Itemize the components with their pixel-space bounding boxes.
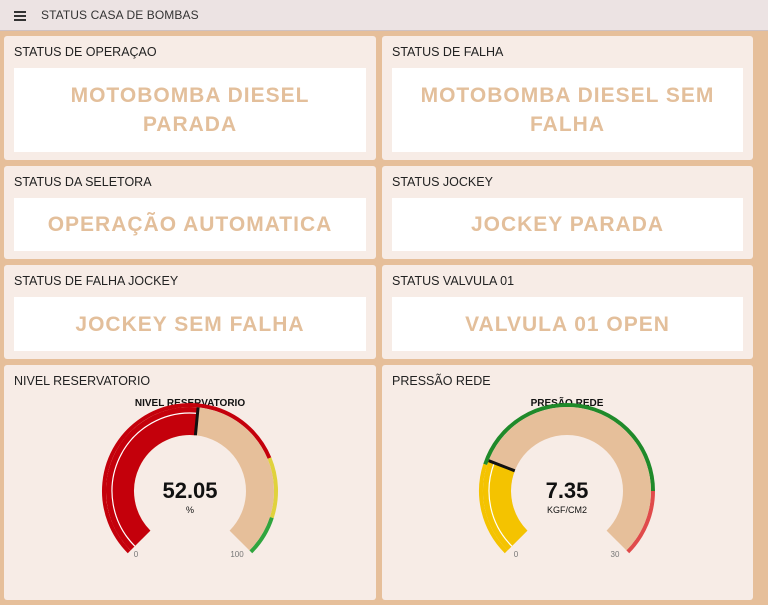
status-value: VALVULA 01 OPEN — [465, 312, 670, 336]
status-display: MOTOBOMBA DIESEL SEM FALHA — [392, 68, 743, 152]
gauge-unit: KGF/CM2 — [547, 505, 587, 515]
top-app-bar: STATUS CASA DE BOMBAS — [0, 0, 768, 31]
gauge-zone — [267, 457, 278, 519]
gauge-min-label: 0 — [514, 550, 519, 559]
card-status-falha: STATUS DE FALHA MOTOBOMBA DIESEL SEM FAL… — [382, 36, 753, 160]
gauge-zone — [101, 403, 272, 554]
card-title: STATUS DA SELETORA — [14, 175, 152, 189]
status-display: JOCKEY PARADA — [392, 198, 743, 251]
gauge-zones — [101, 403, 278, 554]
gauge-unit: % — [186, 505, 194, 515]
gauge-max-label: 30 — [611, 550, 620, 559]
status-value: OPERAÇÃO AUTOMATICA — [47, 213, 333, 236]
gauge-fill-highlight — [111, 412, 198, 547]
page-title: STATUS CASA DE BOMBAS — [41, 8, 199, 22]
card-title: PRESSÃO REDE — [392, 374, 491, 388]
card-title: NIVEL RESERVATORIO — [14, 374, 151, 388]
gauge-value: 52.05 — [162, 478, 217, 503]
card-status-seletora: STATUS DA SELETORA OPERAÇÃO AUTOMATICA — [4, 166, 376, 259]
gauge-zones — [479, 403, 655, 554]
card-pressao-rede: PRESSÃO REDE PRESÃO REDE 7.35 KGF/CM2 0 … — [382, 365, 753, 600]
gauge-zone — [479, 463, 508, 554]
gauge-value: 7.35 — [546, 478, 589, 503]
gauge-fill — [483, 460, 528, 551]
status-value: JOCKEY SEM FALHA — [75, 312, 305, 336]
status-display: JOCKEY SEM FALHA — [14, 297, 366, 351]
card-nivel-reservatorio: NIVEL RESERVATORIO NIVEL RESERVATORIO 52… — [4, 365, 376, 600]
gauge-needle — [488, 459, 516, 473]
card-title: STATUS VALVULA 01 — [392, 274, 515, 288]
card-status-jockey: STATUS JOCKEY JOCKEY PARADA — [382, 166, 753, 259]
gauge-zone — [249, 516, 274, 554]
card-status-valvula: STATUS VALVULA 01 VALVULA 01 OPEN — [382, 265, 753, 359]
gauge-arcs — [483, 407, 651, 551]
status-value: JOCKEY PARADA — [470, 213, 665, 236]
card-title: STATUS DE FALHA — [392, 45, 504, 59]
card-status-falha-jockey: STATUS DE FALHA JOCKEY JOCKEY SEM FALHA — [4, 265, 376, 359]
status-value: MOTOBOMBA DIESEL PARADA — [70, 84, 310, 136]
gauge-nivel-reservatorio: NIVEL RESERVATORIO 52.05 % 0 100 — [101, 398, 278, 559]
gauge-arcs — [106, 407, 274, 551]
status-display: VALVULA 01 OPEN — [392, 297, 743, 351]
gauge-needle — [193, 407, 200, 436]
card-title: STATUS DE OPERAÇAO — [14, 45, 157, 59]
card-title: STATUS DE FALHA JOCKEY — [14, 274, 179, 288]
gauge-fill — [106, 407, 199, 551]
status-display: MOTOBOMBA DIESEL PARADA — [14, 68, 366, 152]
card-title: STATUS JOCKEY — [392, 175, 493, 189]
hamburger-menu-icon — [14, 10, 26, 21]
menu-button[interactable] — [6, 0, 34, 31]
gauge-min-label: 0 — [134, 550, 139, 559]
gauge-zone — [626, 490, 655, 554]
status-display: OPERAÇÃO AUTOMATICA — [14, 198, 366, 251]
gauge-fill-highlight — [488, 462, 513, 547]
gauge-pressao-rede: PRESÃO REDE 7.35 KGF/CM2 0 30 — [479, 396, 655, 559]
gauge-max-label: 100 — [230, 550, 244, 559]
status-value: MOTOBOMBA DIESEL SEM FALHA — [420, 84, 715, 136]
card-status-operacao: STATUS DE OPERAÇAO MOTOBOMBA DIESEL PARA… — [4, 36, 376, 160]
gauge-zone — [483, 403, 655, 492]
